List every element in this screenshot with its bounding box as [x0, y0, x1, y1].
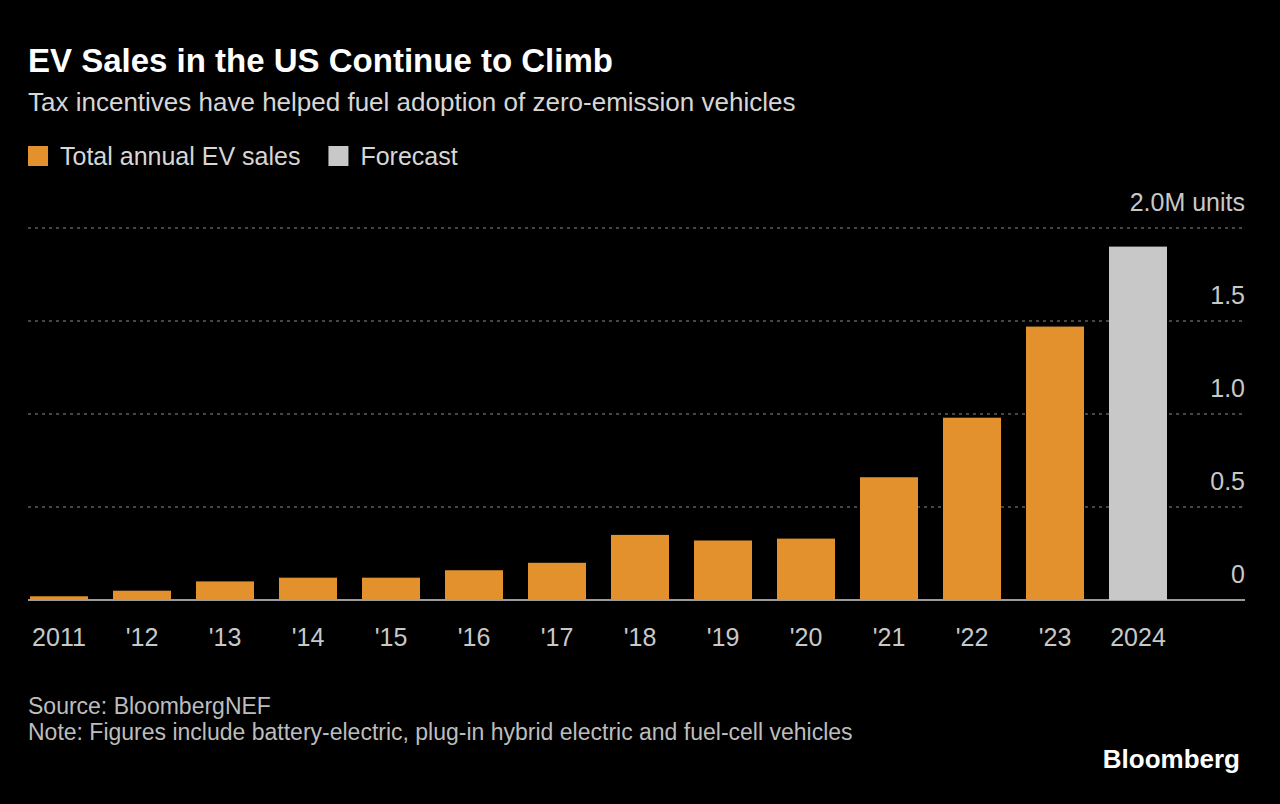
- y-tick-label: 0.5: [1210, 467, 1245, 495]
- x-tick-label: 2024: [1110, 623, 1166, 651]
- legend-label: Total annual EV sales: [60, 142, 300, 170]
- bar: [445, 570, 503, 600]
- x-tick-label: '14: [292, 623, 325, 651]
- bar: [860, 477, 918, 600]
- x-tick-label: '21: [873, 623, 906, 651]
- bar: [943, 418, 1001, 600]
- bar: [279, 578, 337, 600]
- bar: [1109, 247, 1167, 600]
- x-tick-label: '19: [707, 623, 740, 651]
- bar: [1026, 327, 1084, 600]
- y-tick-label: 0: [1231, 560, 1245, 588]
- y-tick-label: 2.0M units: [1130, 188, 1245, 216]
- bar: [30, 596, 88, 600]
- x-tick-label: '16: [458, 623, 491, 651]
- x-tick-label: '23: [1039, 623, 1072, 651]
- x-tick-label: 2011: [32, 623, 86, 651]
- subtitle: Tax incentives have helped fuel adoption…: [28, 87, 795, 117]
- note: Note: Figures include battery-electric, …: [28, 718, 988, 746]
- bar: [777, 539, 835, 600]
- grid-line: [28, 227, 1245, 228]
- x-tick-label: '13: [209, 623, 242, 651]
- bar: [611, 535, 669, 600]
- grid-line: [28, 320, 1245, 321]
- bars: [30, 247, 1167, 600]
- x-tick-label: '22: [956, 623, 989, 651]
- chart: EV Sales in the US Continue to Climb Tax …: [0, 0, 1280, 804]
- x-tick-label: '17: [541, 623, 574, 651]
- bar: [694, 540, 752, 600]
- y-tick-label: 1.0: [1210, 374, 1245, 402]
- x-tick-label: '12: [126, 623, 159, 651]
- legend-label: Forecast: [360, 142, 457, 170]
- credit: Bloomberg: [1103, 744, 1240, 774]
- y-tick-label: 1.5: [1210, 281, 1245, 309]
- legend-swatch: [28, 146, 48, 166]
- legend: Total annual EV sales Forecast: [28, 142, 458, 170]
- legend-swatch: [328, 146, 348, 166]
- bar: [362, 578, 420, 600]
- bar: [528, 563, 586, 600]
- bar: [196, 581, 254, 600]
- title: EV Sales in the US Continue to Climb: [28, 42, 613, 79]
- x-tick-label: '15: [375, 623, 408, 651]
- source: Source: BloombergNEF: [28, 693, 271, 719]
- x-tick-label: '18: [624, 623, 657, 651]
- bar: [113, 591, 171, 600]
- x-tick-label: '20: [790, 623, 823, 651]
